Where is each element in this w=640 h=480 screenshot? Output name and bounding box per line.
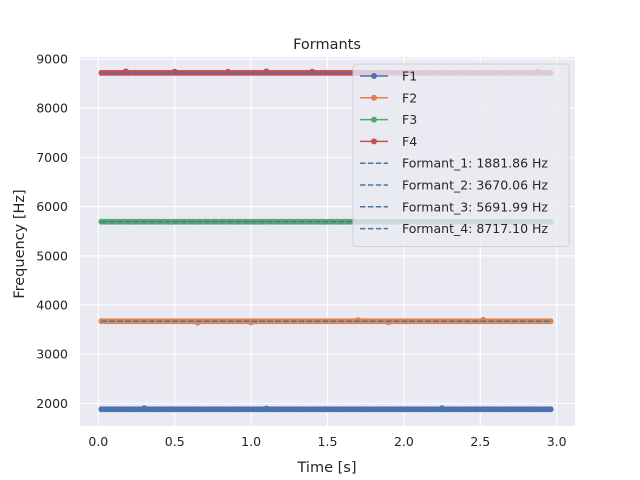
y-axis-ticks: 2000 3000 4000 5000 6000 7000 8000 9000 xyxy=(36,51,68,410)
legend-entry: F1 xyxy=(360,69,417,84)
legend-entry: F2 xyxy=(360,90,417,105)
y-tick-label: 5000 xyxy=(36,248,68,263)
legend-marker xyxy=(371,116,377,123)
x-tick-label: 1.5 xyxy=(318,434,338,449)
legend-label: Formant_3: 5691.99 Hz xyxy=(402,199,548,214)
x-axis-label: Time [s] xyxy=(297,460,357,476)
legend-label: F2 xyxy=(402,90,417,105)
legend-entry: Formant_2: 3670.06 Hz xyxy=(360,178,548,193)
legend-entry: F3 xyxy=(360,112,417,127)
x-axis-ticks: 0.0 0.5 1.0 1.5 2.0 2.5 3.0 xyxy=(88,434,566,449)
legend-label: Formant_4: 8717.10 Hz xyxy=(402,221,548,236)
x-tick-label: 0.0 xyxy=(88,434,108,449)
legend-box xyxy=(352,63,570,247)
legend-entry: Formant_4: 8717.10 Hz xyxy=(360,221,548,236)
y-tick-label: 7000 xyxy=(36,150,68,165)
y-tick-label: 9000 xyxy=(36,51,68,66)
legend-marker xyxy=(371,73,377,79)
legend-label: F1 xyxy=(402,69,417,84)
x-tick-label: 2.0 xyxy=(394,434,414,449)
legend-marker xyxy=(371,138,377,145)
legend-label: Formant_1: 1881.86 Hz xyxy=(402,156,548,171)
data-point-f2 xyxy=(547,318,554,325)
y-tick-label: 4000 xyxy=(36,297,68,312)
y-tick-label: 3000 xyxy=(36,347,68,362)
y-tick-label: 2000 xyxy=(36,396,68,411)
y-tick-label: 6000 xyxy=(36,199,68,214)
legend-label: Formant_2: 3670.06 Hz xyxy=(402,178,548,193)
y-tick-label: 8000 xyxy=(36,101,68,116)
legend-entry: F4 xyxy=(360,134,417,149)
legend-label: F4 xyxy=(402,134,417,149)
legend-label: F3 xyxy=(402,112,417,127)
legend-entry: Formant_3: 5691.99 Hz xyxy=(360,199,548,214)
legend: F1 F2 F3 F4 Formant_1: 1881.86 Hz Formant_2: … xyxy=(352,63,570,247)
x-tick-label: 0.5 xyxy=(165,434,185,449)
chart-title: Formants xyxy=(293,37,361,53)
legend-marker xyxy=(371,94,377,101)
x-tick-label: 1.0 xyxy=(241,434,261,449)
x-tick-label: 2.5 xyxy=(470,434,490,449)
legend-entry: Formant_1: 1881.86 Hz xyxy=(360,156,548,171)
data-point-f1 xyxy=(547,406,554,413)
x-tick-label: 3.0 xyxy=(547,434,567,449)
y-axis-label: Frequency [Hz] xyxy=(12,189,28,298)
